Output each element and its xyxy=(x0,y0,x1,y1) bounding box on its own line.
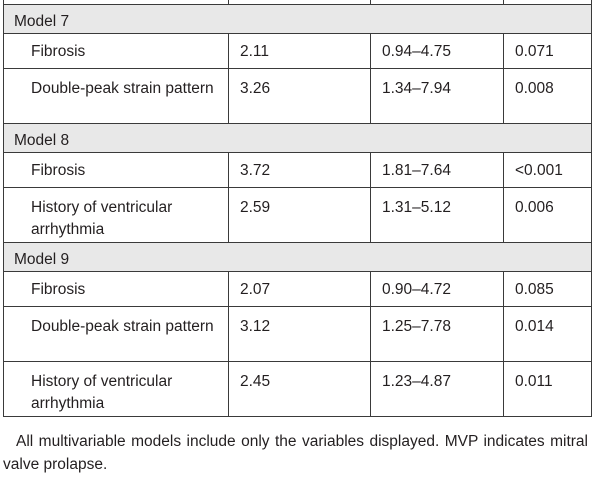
estimate-cell: 3.26 xyxy=(228,68,371,124)
model-header-row: Model 9 xyxy=(3,242,592,272)
variable-cell: History of ventricular arrhythmia xyxy=(3,187,229,243)
p-value-cell: 0.085 xyxy=(503,271,592,307)
confidence-interval-cell: 1.25–7.78 xyxy=(370,306,504,362)
model-label: Model 9 xyxy=(3,242,592,272)
confidence-interval-cell: 1.81–7.64 xyxy=(370,152,504,188)
p-value-cell: <0.001 xyxy=(503,152,592,188)
estimate-cell: 3.72 xyxy=(228,152,371,188)
model-header-row: Model 7 xyxy=(3,4,592,34)
table-row: Double-peak strain pattern 3.12 1.25–7.78 0… xyxy=(3,306,592,362)
variable-cell: Fibrosis xyxy=(3,152,229,188)
table-footnote: All multivariable models include only th… xyxy=(3,433,588,473)
estimate-cell: 3.12 xyxy=(228,306,371,362)
table-row: Fibrosis 2.11 0.94–4.75 0.071 xyxy=(3,33,592,69)
estimate-cell: 2.07 xyxy=(228,271,371,307)
confidence-interval-cell: 1.23–4.87 xyxy=(370,361,504,417)
model-label: Model 8 xyxy=(3,123,592,153)
variable-cell: Fibrosis xyxy=(3,33,229,69)
estimate-cell: 2.59 xyxy=(228,187,371,243)
model-label: Model 7 xyxy=(3,4,592,34)
table-row: Double-peak strain pattern 3.26 1.34–7.94 0… xyxy=(3,68,592,124)
confidence-interval-cell: 0.94–4.75 xyxy=(370,33,504,69)
confidence-interval-cell: 1.34–7.94 xyxy=(370,68,504,124)
variable-cell: Double-peak strain pattern xyxy=(3,306,229,362)
p-value-cell: 0.008 xyxy=(503,68,592,124)
estimate-cell: 2.45 xyxy=(228,361,371,417)
variable-cell: History of ventricular arrhythmia xyxy=(3,361,229,417)
estimate-cell: 2.11 xyxy=(228,33,371,69)
confidence-interval-cell: 1.31–5.12 xyxy=(370,187,504,243)
table-row: History of ventricular arrhythmia 2.45 1.2… xyxy=(3,361,592,417)
results-table-container: Model 7 Fibrosis 2.11 0.94–4.75 0.071 Double-… xyxy=(3,0,592,417)
table-row: Fibrosis 2.07 0.90–4.72 0.085 xyxy=(3,271,592,307)
confidence-interval-cell: 0.90–4.72 xyxy=(370,271,504,307)
p-value-cell: 0.071 xyxy=(503,33,592,69)
variable-cell: Double-peak strain pattern xyxy=(3,68,229,124)
table-row: Fibrosis 3.72 1.81–7.64 <0.001 xyxy=(3,152,592,188)
p-value-cell: 0.011 xyxy=(503,361,592,417)
p-value-cell: 0.006 xyxy=(503,187,592,243)
variable-cell: Fibrosis xyxy=(3,271,229,307)
table-body: Model 7 Fibrosis 2.11 0.94–4.75 0.071 Double-… xyxy=(3,0,592,417)
model-header-row: Model 8 xyxy=(3,123,592,153)
table-row: History of ventricular arrhythmia 2.59 1.3… xyxy=(3,187,592,243)
p-value-cell: 0.014 xyxy=(503,306,592,362)
multivariable-results-table: Model 7 Fibrosis 2.11 0.94–4.75 0.071 Double-… xyxy=(3,0,592,417)
